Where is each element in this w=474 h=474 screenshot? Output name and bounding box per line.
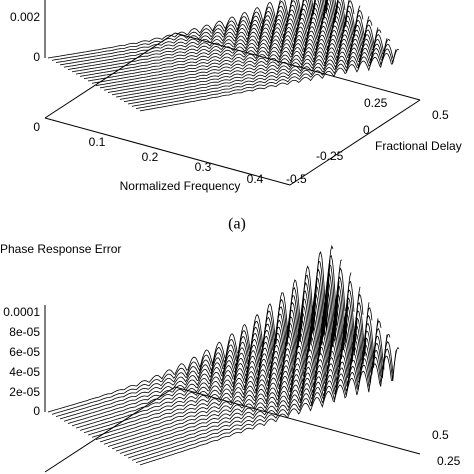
tick-label: -0.25 [316,149,344,163]
wave-line [131,43,394,107]
panel-a: 0.002 0 0 0.1 0.2 0.3 0.4 Normalized Fre… [10,0,462,233]
tick-label: 0.1 [89,135,106,149]
tick-label: 0.4 [247,172,264,186]
tick-label: 8e-05 [9,325,40,339]
wave-line [83,289,358,434]
wave-line [107,24,376,93]
wave-line [51,244,334,415]
wave-line [135,348,397,463]
wave-line [95,302,367,440]
wave-line [59,263,340,420]
axis-title: Normalized Frequency [120,179,241,193]
tick-label: 0 [363,123,370,137]
axis-title: Fractional Delay [375,139,462,153]
wave-line [123,38,388,103]
tick-label: 0.5 [432,428,449,442]
tick-label: -0.5 [286,172,307,186]
wave-line [123,334,388,457]
wave-line [47,250,331,413]
tick-label: 6e-05 [9,345,40,359]
waterfall [47,0,400,112]
tick-label: 0 [33,50,40,64]
axis-line [174,386,421,455]
wave-line [99,302,370,443]
caption: (a) [228,216,246,233]
axis-line [174,32,421,101]
wave-line [139,346,400,466]
plot-title: Phase Response Error [0,242,121,256]
tick-label: 4e-05 [9,365,40,379]
wave-line [95,14,367,86]
wave-line [63,259,343,422]
wave-line [135,48,397,109]
wave-line [111,27,379,96]
tick-label: 0 [33,404,40,418]
tick-label: 0.5 [432,108,449,122]
wave-line [51,0,328,61]
wave-line [111,318,379,450]
tick-label: 0.0001 [3,305,40,319]
axis-line [44,32,176,119]
wave-line [131,341,394,461]
wave-line [119,328,385,454]
wave-line [87,5,361,82]
axis-line [289,99,421,186]
waterfall [47,244,400,466]
tick-label: 0.25 [364,96,388,110]
wave-line [59,0,339,66]
wave-line [99,16,370,89]
wave-line [107,314,376,447]
wave-line [139,48,400,112]
wave-line [75,0,350,75]
tick-label: 0.25 [437,454,461,468]
axis-line [44,117,291,186]
tick-label: 2e-05 [9,385,40,399]
tick-label: 0.002 [10,10,40,24]
wave-line [71,0,349,73]
axis-line [44,386,176,473]
panel-b: Phase Response Error 0.0001 8e-05 6e-05 … [0,242,461,473]
wave-line [71,276,349,427]
wave-line [115,29,382,98]
tick-label: 0 [33,120,40,134]
wave-line [127,39,391,105]
wave-line [127,333,391,459]
wave-line [119,34,385,100]
wave-line [83,5,358,80]
wave-line [87,286,361,436]
tick-label: 0.2 [142,150,159,164]
tick-label: 0.3 [195,160,212,174]
wave-line [47,0,329,59]
wave-line [75,272,352,429]
wave-line [63,0,339,68]
